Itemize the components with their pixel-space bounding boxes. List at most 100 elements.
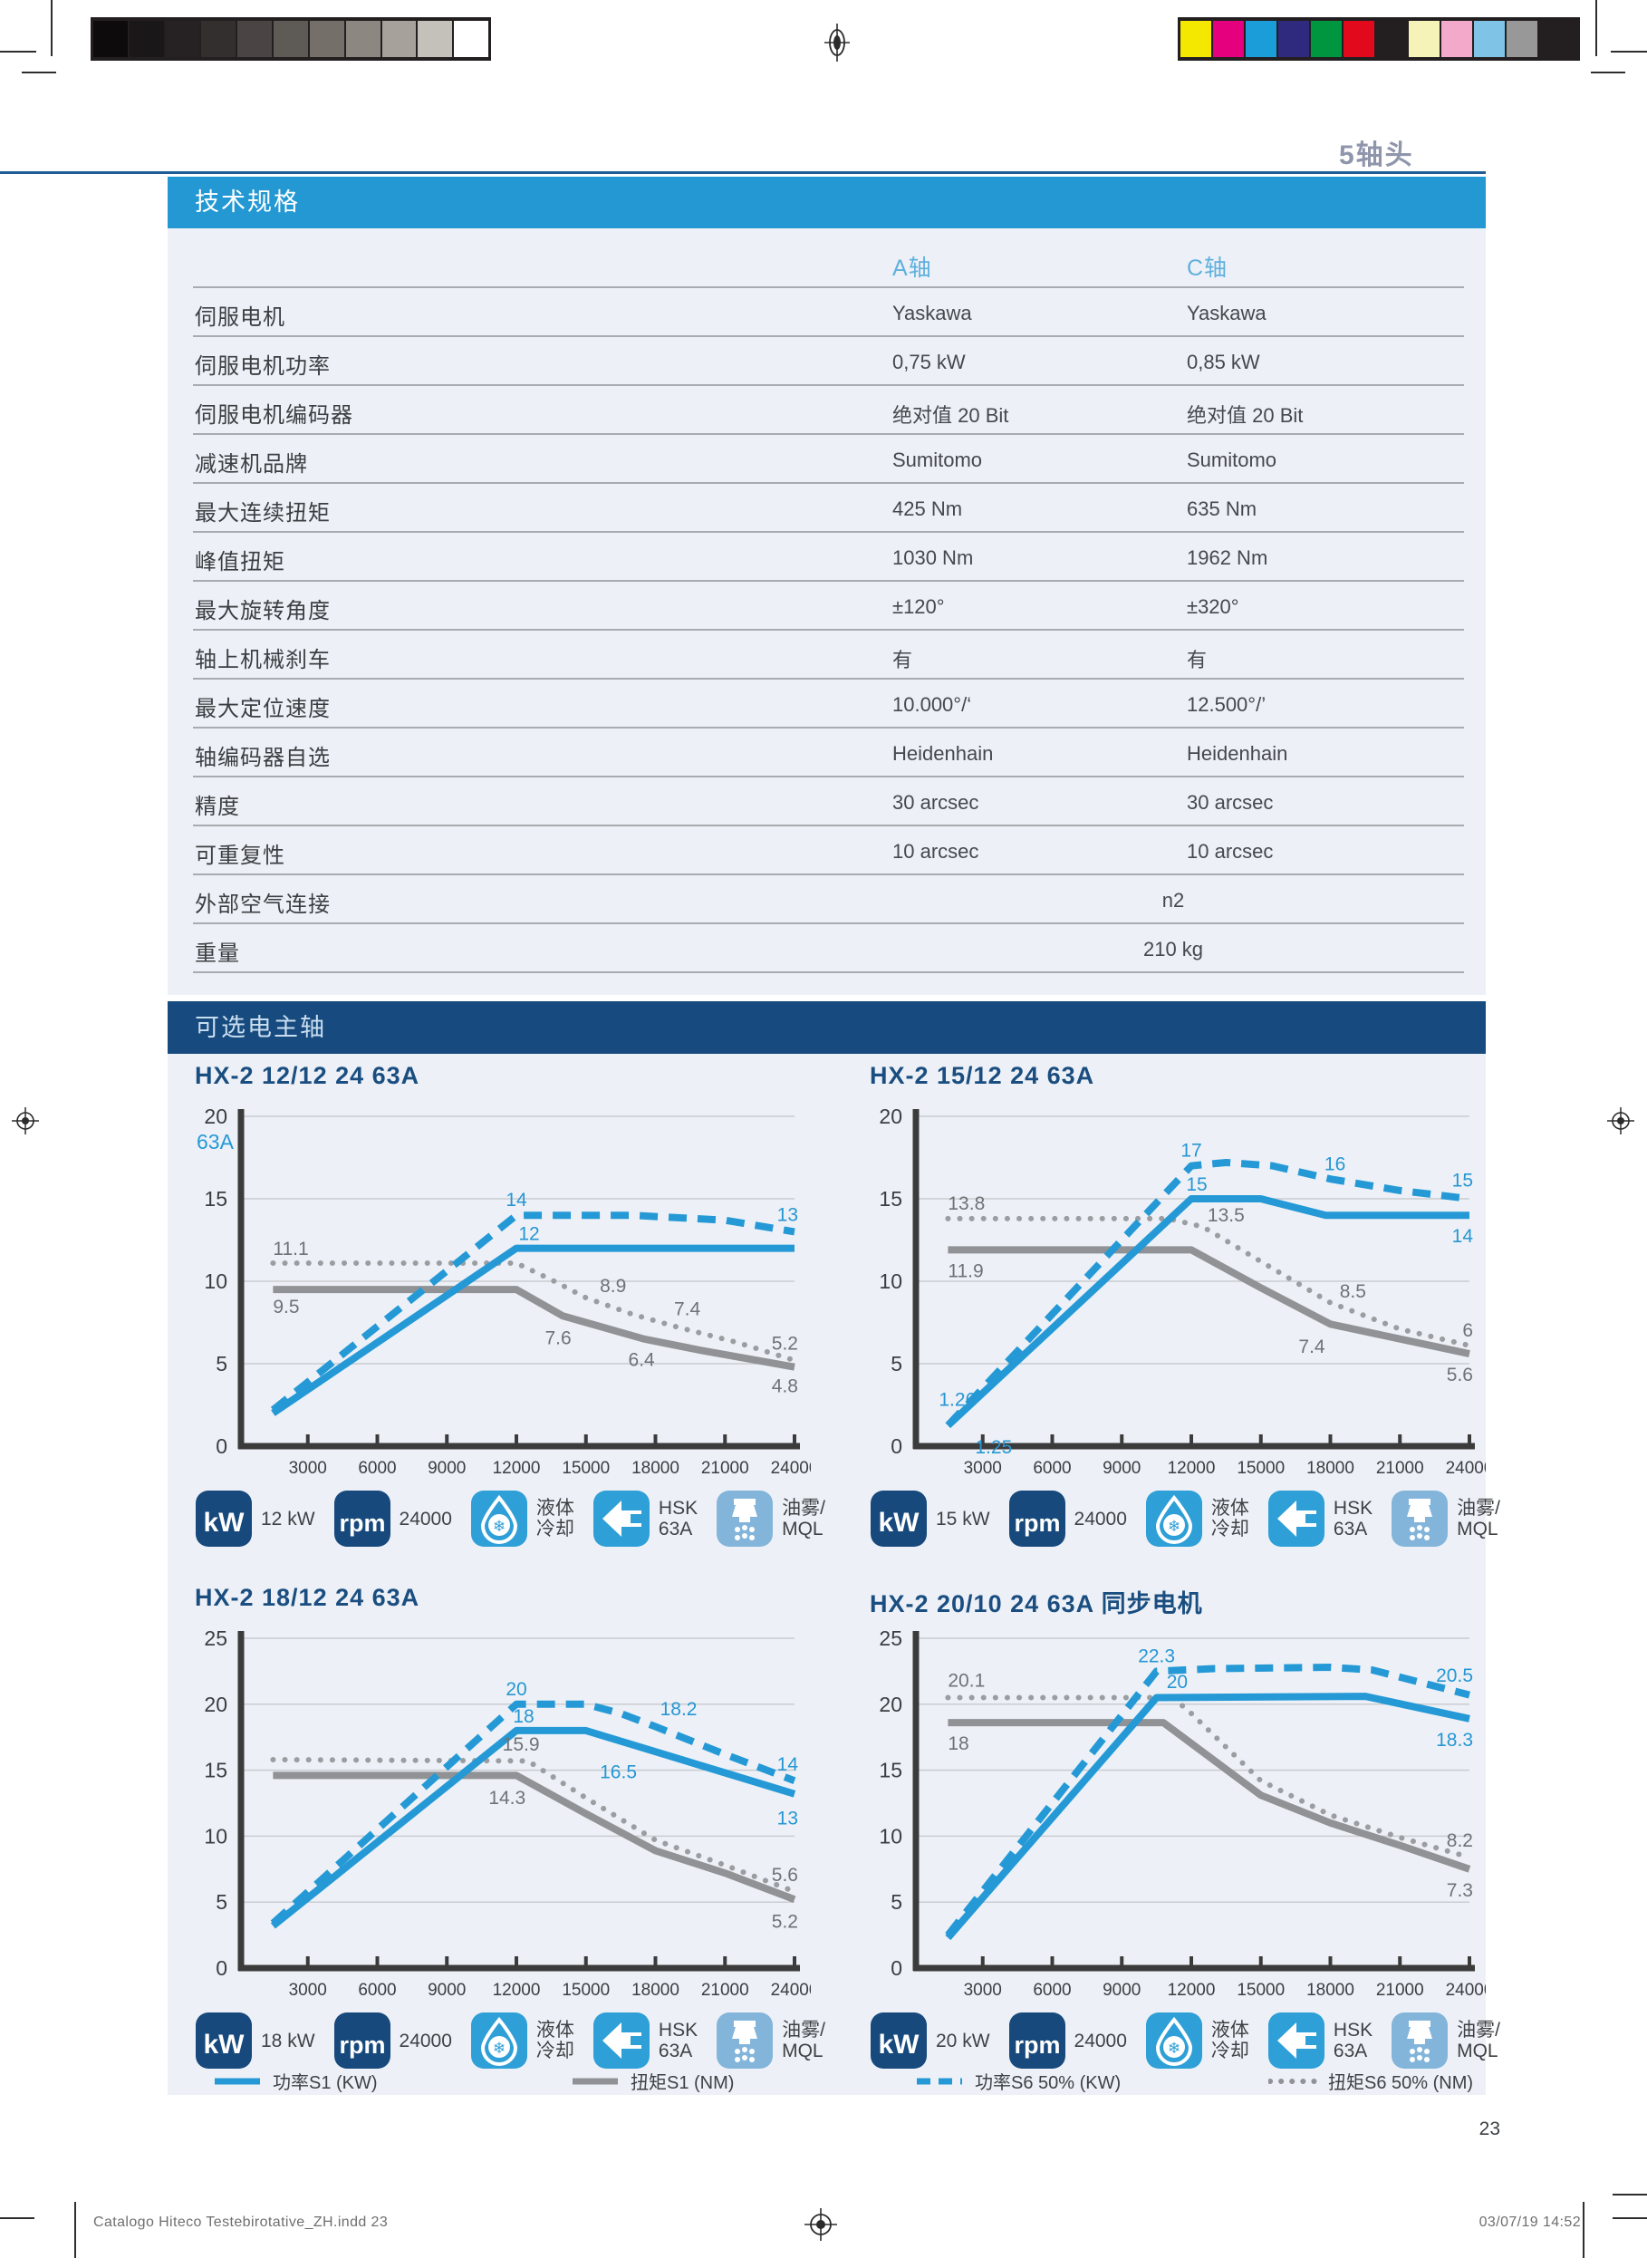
svg-text:rpm: rpm: [339, 1510, 385, 1537]
data-label: 5.6: [1447, 1365, 1473, 1385]
row-value-a-axis: 有: [892, 649, 913, 671]
series-torque-s6: [945, 1215, 1472, 1348]
series-power-s1: [945, 1693, 1470, 1941]
x-tick-label: 6000: [358, 1981, 396, 2000]
table-row: 精度 30 arcsec 30 arcsec: [193, 776, 1464, 825]
legend-label: 功率S1 (KW): [273, 2073, 378, 2093]
data-label: 7.6: [544, 1328, 571, 1349]
oil-mist-mql-icon: [717, 2012, 774, 2069]
badge-label: 液体 冷却: [1211, 2020, 1249, 2061]
footer-timestamp: 03/07/19 14:52: [1478, 2215, 1581, 2230]
badge-group: 油雾/MQL: [1391, 2012, 1500, 2070]
footer-filename: Catalogo Hiteco Testebirotative_ZH.indd …: [93, 2215, 389, 2230]
badge-label: 液体 冷却: [1211, 1498, 1249, 1539]
color-swatch: [1344, 21, 1374, 57]
svg-text:kW: kW: [879, 1508, 920, 1538]
row-label: 轴上机械刹车: [195, 648, 331, 672]
registration-mark-icon: [804, 2208, 837, 2241]
rpm-badge-icon: rpm: [1008, 2012, 1065, 2069]
column-header-c-axis: C轴: [1187, 256, 1228, 281]
color-swatch: [1246, 21, 1276, 57]
hsk-63a-icon: [592, 2012, 650, 2069]
legend-item: 扭矩S6 50% (NM): [1268, 2068, 1473, 2094]
row-value-a-axis: Yaskawa: [892, 302, 972, 324]
x-tick-label: 18000: [631, 1981, 679, 2000]
crop-mark: [1613, 2194, 1647, 2196]
badge-label-line: 20 kW: [936, 2030, 990, 2051]
oil-mist-mql-icon: [1392, 2012, 1449, 2069]
badge-group: HSK 63A: [592, 2012, 698, 2070]
grayscale-swatch: [274, 21, 308, 57]
badge-group: 油雾/MQL: [716, 2012, 825, 2070]
rpm-badge-icon: rpm: [333, 2012, 390, 2069]
data-label: 14: [1452, 1226, 1474, 1247]
data-label: 5.2: [772, 1334, 798, 1355]
badge-label-line: 24000: [399, 2030, 452, 2051]
x-tick-label: 24000: [1446, 1459, 1486, 1478]
chart-block-hx2-12-12: HX-2 12/12 24 63A 0 5 10 15 20 3000 6000 9000 120…: [195, 1062, 825, 1549]
table-row: 伺服电机功率 0,75 kW 0,85 kW: [193, 335, 1464, 384]
crop-mark: [0, 51, 36, 53]
x-tick-label: 21000: [701, 1981, 749, 2000]
data-label: 13: [777, 1204, 798, 1225]
chart-legend: 功率S1 (KW) 扭矩S1 (NM) 功率S6 50% (KW) 扭矩S6 50% …: [195, 2068, 1486, 2099]
row-value-a-axis: 30 arcsec: [892, 791, 979, 814]
data-label: 1.26: [939, 1389, 976, 1410]
chart-plot: 0 5 10 15 20 3000 6000 9000 12000 15000 18000 21000…: [879, 1105, 1493, 1478]
series-torque-s1: [273, 1286, 795, 1371]
data-label: 5.6: [772, 1865, 798, 1886]
data-label: 13.8: [948, 1193, 985, 1214]
badge-label-line: 冷却: [535, 1519, 574, 1539]
data-label: 1.25: [975, 1437, 1012, 1458]
row-value-a-axis: Sumitomo: [892, 449, 983, 471]
row-value-c-axis: 1962 Nm: [1187, 546, 1268, 569]
badge-label-line: 24000: [1074, 1508, 1127, 1530]
x-tick-label: 18000: [1306, 1459, 1354, 1478]
row-label: 伺服电机功率: [195, 354, 331, 379]
badge-label: 液体 冷却: [536, 1498, 574, 1539]
row-label: 伺服电机编码器: [195, 403, 353, 428]
row-label: 最大连续扭矩: [195, 501, 331, 526]
data-label: 15.9: [503, 1734, 540, 1755]
x-tick-label: 21000: [1376, 1459, 1424, 1478]
row-value-a-axis: 1030 Nm: [892, 546, 974, 569]
row-value-c-axis: 12.500°/’: [1187, 693, 1267, 716]
y-tick-label: 5: [891, 1352, 902, 1375]
data-label: 14.3: [488, 1788, 525, 1809]
stray-63a-label: 63A: [197, 1130, 235, 1153]
series-torque-s1: [948, 1246, 1470, 1357]
table-row: 峰值扭矩 1030 Nm 1962 Nm: [193, 531, 1464, 580]
badge-label-line: 油雾/: [782, 2020, 825, 2041]
data-label: 6.4: [629, 1349, 656, 1370]
data-label: 13.5: [1208, 1205, 1245, 1226]
data-label: 6: [1462, 1320, 1473, 1341]
data-label: 16.5: [600, 1762, 637, 1783]
grayscale-swatch: [237, 21, 273, 57]
y-tick-label: 5: [216, 1890, 227, 1914]
badge-group: rpm 24000: [1008, 2012, 1127, 2070]
data-label: 8.9: [600, 1276, 626, 1297]
x-tick-label: 15000: [562, 1459, 610, 1478]
svg-text:kW: kW: [204, 2030, 246, 2060]
y-tick-label: 0: [891, 1434, 902, 1458]
crop-mark: [1613, 2217, 1647, 2219]
row-value-a-axis: ±120°: [892, 595, 945, 618]
legend-item: 功率S1 (KW): [213, 2068, 378, 2094]
liquid-cooling-icon: ❄: [1145, 1491, 1202, 1547]
grayscale-calibration-bar: [91, 17, 491, 61]
series-power-s6: [945, 1158, 1470, 1428]
legend-swatch-torque-s1: [573, 2078, 618, 2084]
data-label: 8.5: [1340, 1281, 1366, 1302]
hsk-63a-icon: [1267, 1491, 1324, 1547]
x-tick-label: 12000: [493, 1981, 541, 2000]
oil-mist-mql-icon: [1392, 1491, 1449, 1547]
badge-label-line: HSK: [1333, 1498, 1373, 1519]
table-row: 轴编码器自选 Heidenhain Heidenhain: [193, 727, 1464, 776]
badge-label: 24000: [1074, 1509, 1127, 1530]
badge-label-line: 液体: [535, 1498, 574, 1519]
chart-title: HX-2 18/12 24 63A: [195, 1584, 420, 1611]
badge-group: kW 20 kW: [870, 2012, 990, 2070]
chart-plot: 0 5 10 15 20 3000 6000 9000 12000 15000 18000 21000…: [197, 1105, 818, 1478]
badge-group: ❄ 液体 冷却: [1145, 2012, 1249, 2070]
series-torque-s6: [270, 1756, 797, 1895]
